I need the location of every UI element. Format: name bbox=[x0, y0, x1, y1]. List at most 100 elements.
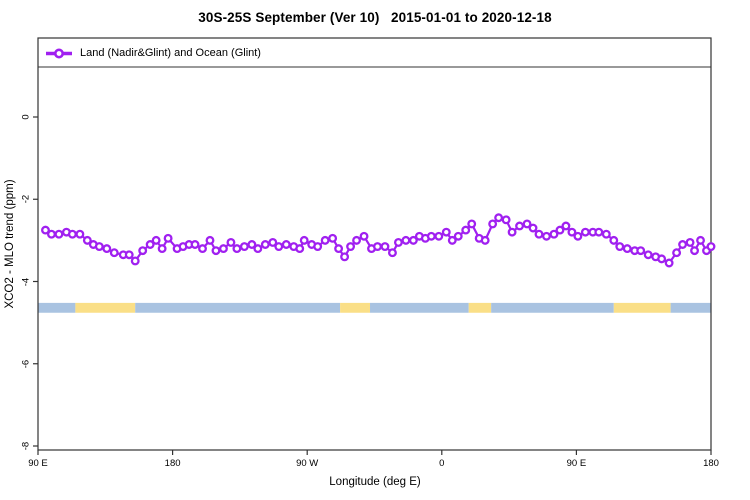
y-axis-title: XCO2 - MLO trend (ppm) bbox=[4, 179, 16, 309]
y-tick-label: 0 bbox=[20, 114, 32, 120]
data-point-marker bbox=[218, 244, 228, 254]
data-point-marker bbox=[373, 242, 382, 251]
data-point-marker bbox=[636, 246, 646, 256]
data-point-marker bbox=[594, 227, 604, 237]
data-point-marker bbox=[672, 248, 682, 258]
data-point-marker bbox=[226, 237, 236, 247]
data-point-marker bbox=[706, 242, 716, 251]
data-point-marker bbox=[528, 223, 538, 233]
data-point-marker bbox=[281, 240, 291, 249]
data-point-marker bbox=[515, 221, 525, 231]
data-point-marker bbox=[408, 235, 418, 245]
data-point-marker bbox=[494, 213, 504, 223]
data-point-marker bbox=[387, 248, 397, 258]
ocean-band-segment bbox=[135, 302, 341, 313]
data-point-marker bbox=[542, 231, 551, 241]
data-point-marker bbox=[247, 240, 257, 249]
data-point-marker bbox=[198, 244, 207, 254]
data-point-marker bbox=[320, 235, 330, 245]
data-point-marker bbox=[340, 252, 350, 262]
x-axis-title: Longitude (deg E) bbox=[329, 476, 421, 488]
data-point-marker bbox=[54, 229, 64, 239]
data-point-marker bbox=[685, 237, 695, 247]
x-tick-label: 0 bbox=[439, 458, 445, 469]
x-tick-label: 180 bbox=[703, 458, 719, 469]
chart-title: 30S-25S September (Ver 10) 2015-01-01 to… bbox=[198, 10, 552, 25]
data-point-marker bbox=[567, 227, 577, 237]
data-point-marker bbox=[643, 250, 653, 260]
land-band-segment bbox=[75, 302, 136, 313]
data-point-marker bbox=[295, 244, 305, 254]
data-point-marker bbox=[664, 258, 674, 268]
x-tick-label: 90 E bbox=[28, 458, 48, 469]
data-point-marker bbox=[41, 225, 50, 235]
data-point-marker bbox=[130, 256, 140, 266]
data-point-marker bbox=[163, 233, 173, 243]
data-point-marker bbox=[268, 237, 278, 247]
ocean-band-segment bbox=[38, 302, 76, 313]
data-point-marker bbox=[690, 246, 699, 256]
land-band-segment bbox=[468, 302, 492, 313]
data-point-marker bbox=[260, 240, 270, 249]
data-point-marker bbox=[124, 250, 134, 260]
data-point-marker bbox=[580, 227, 590, 237]
land-band-segment bbox=[340, 302, 371, 313]
data-point-marker bbox=[138, 246, 148, 256]
data-point-marker bbox=[534, 229, 544, 239]
data-point-marker bbox=[205, 235, 215, 245]
ocean-band-segment bbox=[370, 302, 469, 313]
y-tick-label: -6 bbox=[20, 359, 32, 368]
data-point-marker bbox=[488, 219, 498, 229]
data-point-marker bbox=[461, 225, 471, 235]
data-point-marker bbox=[109, 248, 119, 258]
data-point-marker bbox=[102, 244, 112, 254]
data-point-marker bbox=[328, 233, 338, 243]
data-point-marker bbox=[447, 235, 457, 245]
data-point-marker bbox=[696, 235, 705, 245]
data-point-marker bbox=[573, 231, 583, 241]
data-point-marker bbox=[313, 242, 323, 251]
data-point-marker bbox=[94, 242, 104, 251]
data-point-marker bbox=[67, 229, 77, 239]
data-point-marker bbox=[393, 237, 403, 247]
data-point-marker bbox=[561, 221, 571, 231]
data-point-marker bbox=[622, 244, 632, 254]
land-band-segment bbox=[613, 302, 671, 313]
data-point-marker bbox=[75, 229, 85, 239]
data-point-marker bbox=[239, 242, 249, 251]
data-point-marker bbox=[232, 244, 242, 254]
data-point-marker bbox=[549, 229, 559, 239]
data-point-marker bbox=[501, 215, 511, 225]
data-point-marker bbox=[380, 242, 390, 251]
data-point-marker bbox=[401, 235, 411, 245]
data-point-marker bbox=[453, 231, 463, 241]
y-tick-label: -8 bbox=[20, 441, 32, 451]
data-point-marker bbox=[678, 240, 688, 249]
data-point-marker bbox=[507, 227, 517, 237]
data-point-marker bbox=[157, 244, 167, 254]
data-point-marker bbox=[467, 219, 477, 229]
legend-label: Land (Nadir&Glint) and Ocean (Glint) bbox=[80, 47, 261, 59]
data-point-marker bbox=[359, 231, 369, 241]
data-point-marker bbox=[522, 219, 532, 229]
legend-series-marker-icon bbox=[46, 48, 72, 59]
data-point-marker bbox=[145, 240, 155, 249]
data-point-marker bbox=[47, 229, 56, 239]
ocean-band-segment bbox=[491, 302, 614, 313]
data-point-marker bbox=[82, 235, 92, 245]
data-point-marker bbox=[657, 254, 667, 264]
data-point-marker bbox=[274, 242, 284, 251]
data-point-marker bbox=[601, 229, 611, 239]
data-point-marker bbox=[299, 235, 309, 245]
data-point-marker bbox=[555, 225, 565, 235]
data-point-marker bbox=[190, 240, 200, 249]
data-point-marker bbox=[334, 244, 344, 254]
x-tick-label: 90 E bbox=[566, 458, 587, 469]
data-point-marker bbox=[609, 235, 619, 245]
data-point-marker bbox=[151, 235, 161, 245]
y-tick-label: -4 bbox=[20, 277, 32, 286]
y-tick-label: -2 bbox=[20, 195, 32, 204]
data-point-marker bbox=[480, 235, 490, 245]
